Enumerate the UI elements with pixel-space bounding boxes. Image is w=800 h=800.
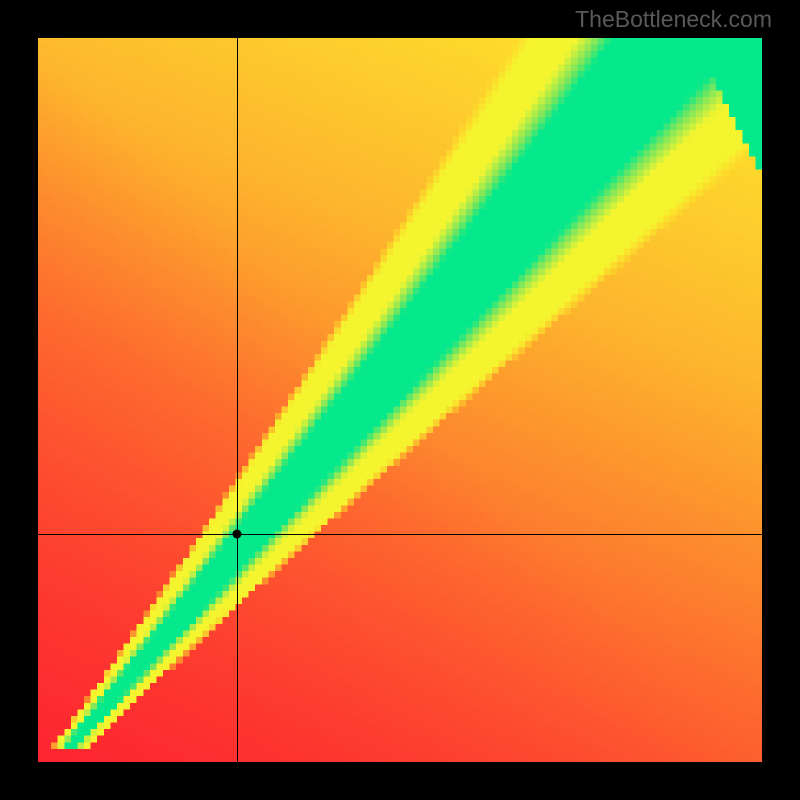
heatmap-plot — [38, 38, 762, 762]
crosshair-vertical — [237, 38, 238, 762]
crosshair-marker — [233, 529, 242, 538]
crosshair-horizontal — [38, 534, 762, 535]
watermark-text: TheBottleneck.com — [575, 6, 772, 33]
heatmap-canvas — [38, 38, 762, 762]
chart-container: TheBottleneck.com — [0, 0, 800, 800]
